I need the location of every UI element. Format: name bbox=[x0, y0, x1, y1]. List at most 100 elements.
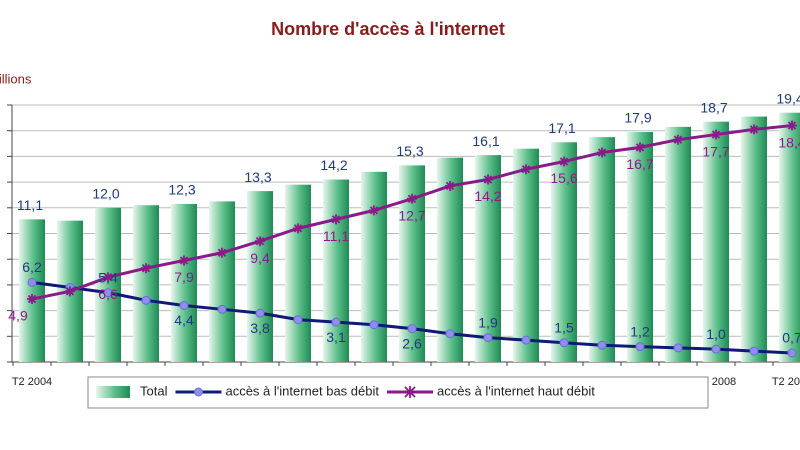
point bbox=[255, 308, 265, 318]
point bbox=[749, 346, 759, 356]
point bbox=[407, 193, 417, 204]
point bbox=[521, 335, 531, 345]
point bbox=[179, 300, 189, 310]
data-label: 0,7 bbox=[782, 330, 800, 346]
y-axis-label: millions bbox=[0, 71, 32, 86]
bar bbox=[19, 219, 45, 362]
data-label: 9,4 bbox=[250, 250, 270, 266]
point bbox=[27, 294, 37, 305]
x-tick-label: T2 2004 bbox=[12, 376, 52, 388]
data-label: 18,4 bbox=[778, 134, 800, 150]
bar bbox=[779, 112, 800, 363]
legend-label: accès à l'internet haut débit bbox=[437, 383, 595, 398]
point bbox=[293, 223, 303, 234]
point bbox=[521, 164, 531, 175]
point bbox=[27, 277, 37, 287]
bar bbox=[437, 157, 463, 362]
data-label: 2,6 bbox=[402, 335, 422, 351]
point bbox=[749, 124, 759, 135]
bar bbox=[665, 126, 691, 362]
bar bbox=[513, 148, 539, 362]
data-label: 1,5 bbox=[554, 319, 574, 335]
point bbox=[445, 180, 455, 191]
data-label: 16,7 bbox=[626, 156, 653, 172]
data-label: 13,3 bbox=[244, 169, 271, 185]
data-label: 4,9 bbox=[8, 308, 28, 324]
data-label: 5,4 bbox=[98, 269, 118, 285]
point bbox=[103, 272, 113, 283]
point bbox=[141, 263, 151, 274]
point bbox=[255, 236, 265, 247]
point bbox=[787, 120, 797, 131]
point bbox=[711, 344, 721, 354]
data-label: 14,2 bbox=[474, 188, 501, 204]
point bbox=[635, 142, 645, 153]
data-label: 19,4 bbox=[776, 90, 800, 106]
bar bbox=[627, 131, 653, 362]
bar bbox=[589, 137, 615, 362]
legend-marker bbox=[404, 386, 416, 398]
point bbox=[445, 329, 455, 339]
bar bbox=[741, 116, 767, 362]
data-label: 11,1 bbox=[323, 228, 349, 244]
point bbox=[179, 255, 189, 266]
lines bbox=[27, 120, 797, 358]
point bbox=[673, 134, 683, 145]
point bbox=[407, 324, 417, 334]
bar bbox=[171, 203, 197, 362]
point bbox=[635, 342, 645, 352]
point bbox=[331, 317, 341, 327]
legend-marker bbox=[193, 387, 203, 397]
legend-label: Total bbox=[140, 383, 168, 398]
data-label: 6,2 bbox=[22, 259, 42, 275]
data-label: 11,1 bbox=[17, 197, 43, 213]
point bbox=[103, 288, 113, 298]
point bbox=[217, 304, 227, 314]
chart-title: Nombre d'accès à l'internet bbox=[271, 19, 505, 39]
bar bbox=[95, 207, 121, 362]
data-label: 1,2 bbox=[630, 323, 650, 339]
data-label: 3,8 bbox=[250, 320, 270, 336]
point bbox=[65, 286, 75, 297]
data-label: 12,0 bbox=[92, 186, 119, 202]
point bbox=[293, 315, 303, 325]
data-label: 14,2 bbox=[320, 157, 347, 173]
bar bbox=[361, 171, 387, 362]
bar bbox=[285, 184, 311, 362]
point bbox=[217, 247, 227, 258]
data-label: 6,6 bbox=[98, 286, 118, 302]
data-label: 17,1 bbox=[548, 120, 575, 136]
data-label: 4,4 bbox=[174, 312, 194, 328]
data-label: 1,9 bbox=[478, 314, 498, 330]
bar bbox=[475, 155, 501, 362]
data-label: 17,7 bbox=[702, 143, 729, 159]
point bbox=[673, 343, 683, 353]
point bbox=[331, 214, 341, 225]
legend-swatch bbox=[96, 386, 130, 398]
data-label: 15,6 bbox=[550, 170, 577, 186]
point bbox=[559, 156, 569, 167]
bars bbox=[19, 112, 800, 363]
point bbox=[559, 338, 569, 348]
data-label: 12,3 bbox=[168, 182, 195, 198]
point bbox=[711, 129, 721, 140]
labels: 11,1 12,0 12,3 13,3 14,2 15,3 16,1 17,1 17,9 18,7… bbox=[8, 90, 800, 351]
legend-label: accès à l'internet bas débit bbox=[225, 383, 379, 398]
point bbox=[369, 205, 379, 216]
data-label: 1,0 bbox=[706, 326, 726, 342]
point bbox=[483, 333, 493, 343]
point bbox=[369, 320, 379, 330]
data-label: 18,7 bbox=[700, 99, 727, 115]
data-label: 3,1 bbox=[326, 329, 346, 345]
point bbox=[787, 348, 797, 358]
bar bbox=[247, 191, 273, 362]
bar bbox=[323, 179, 349, 362]
point bbox=[141, 295, 151, 305]
legend: Total accès à l'internet bas débit accès à… bbox=[96, 383, 595, 398]
bar bbox=[209, 201, 235, 362]
point bbox=[597, 147, 607, 158]
bar bbox=[133, 205, 159, 362]
point bbox=[483, 174, 493, 185]
data-label: 7,9 bbox=[174, 269, 194, 285]
